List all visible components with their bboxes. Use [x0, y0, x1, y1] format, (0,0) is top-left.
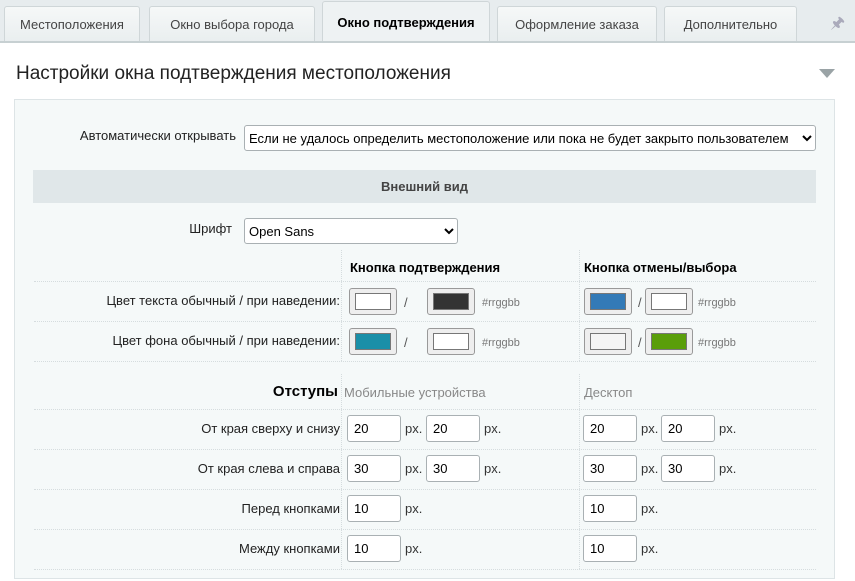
mobile-input-1[interactable] [347, 415, 401, 442]
slash: / [638, 335, 642, 350]
cancel-bg-color[interactable] [584, 328, 632, 355]
padding-row: Между кнопками px. px. [34, 530, 816, 570]
tab-checkout[interactable]: Оформление заказа [497, 6, 657, 42]
hex-hint: #rrggbb [698, 297, 736, 309]
unit: px. [641, 461, 659, 476]
tab-locations[interactable]: Местоположения [4, 6, 140, 42]
cancel-bg-hover-color[interactable] [645, 328, 693, 355]
unit: px. [641, 421, 659, 436]
hex-hint: #rrggbb [698, 337, 736, 349]
slash: / [638, 295, 642, 310]
panel-title: Настройки окна подтверждения местоположе… [16, 63, 451, 84]
unit: px. [719, 461, 737, 476]
desktop-input-1[interactable] [583, 415, 637, 442]
bg-color-label: Цвет фона обычный / при наведении: [112, 333, 341, 348]
unit: px. [641, 541, 659, 556]
color-columns-header: Кнопка подтверждения Кнопка отмены/выбор… [34, 250, 816, 282]
font-row: Шрифт Open Sans [34, 218, 816, 250]
pin-icon[interactable]: 🖈 [830, 15, 845, 32]
auto-open-select[interactable]: Если не удалось определить местоположени… [244, 125, 816, 151]
desktop-input-2[interactable] [661, 455, 715, 482]
desktop-input-1[interactable] [583, 455, 637, 482]
tab-city-selection[interactable]: Окно выбора города [149, 6, 315, 42]
unit: px. [405, 541, 423, 556]
confirm-text-hover-color[interactable] [427, 288, 475, 315]
settings-form: Автоматически открывать Если не удалось … [14, 99, 835, 579]
auto-open-label: Автоматически открывать [79, 128, 236, 143]
cancel-text-hover-color[interactable] [645, 288, 693, 315]
padding-header: Отступы Мобильные устройства Десктоп [34, 374, 816, 410]
col-confirm: Кнопка подтверждения [350, 260, 501, 275]
hex-hint: #rrggbb [482, 297, 520, 309]
unit: px. [719, 421, 737, 436]
padding-row-label: От края сверху и снизу [201, 421, 340, 436]
unit: px. [484, 421, 502, 436]
desktop-input-2[interactable] [661, 415, 715, 442]
slash: / [404, 335, 408, 350]
settings-panel: Настройки окна подтверждения местоположе… [0, 41, 855, 581]
mobile-input-1[interactable] [347, 455, 401, 482]
collapse-icon[interactable] [819, 69, 835, 78]
desktop-input-1[interactable] [583, 535, 637, 562]
col-cancel: Кнопка отмены/выбора [584, 260, 737, 275]
mobile-input-1[interactable] [347, 495, 401, 522]
desktop-label: Десктоп [584, 385, 633, 400]
confirm-bg-color[interactable] [349, 328, 397, 355]
padding-row-label: Перед кнопками [241, 501, 340, 516]
mobile-input-2[interactable] [426, 455, 480, 482]
tab-confirmation[interactable]: Окно подтверждения [322, 1, 490, 43]
auto-open-row: Автоматически открывать Если не удалось … [34, 124, 816, 154]
padding-row-label: От края слева и справа [197, 461, 340, 476]
unit: px. [405, 421, 423, 436]
mobile-input-1[interactable] [347, 535, 401, 562]
slash: / [404, 295, 408, 310]
font-label: Шрифт [189, 221, 232, 236]
unit: px. [405, 501, 423, 516]
padding-row: Перед кнопками px. px. [34, 490, 816, 530]
mobile-input-2[interactable] [426, 415, 480, 442]
text-color-label: Цвет текста обычный / при наведении: [106, 293, 340, 308]
tab-additional[interactable]: Дополнительно [664, 6, 797, 42]
font-select[interactable]: Open Sans [244, 218, 458, 244]
confirm-text-color[interactable] [349, 288, 397, 315]
padding-title: Отступы [272, 383, 338, 400]
unit: px. [641, 501, 659, 516]
bg-color-row: Цвет фона обычный / при наведении: / #rr… [34, 322, 816, 362]
unit: px. [405, 461, 423, 476]
padding-row: От края слева и справа px. px. px. px. [34, 450, 816, 490]
tab-bar: Местоположения Окно выбора города Окно п… [0, 0, 855, 43]
unit: px. [484, 461, 502, 476]
appearance-header: Внешний вид [33, 170, 816, 203]
text-color-row: Цвет текста обычный / при наведении: / #… [34, 282, 816, 322]
confirm-bg-hover-color[interactable] [427, 328, 475, 355]
padding-row: От края сверху и снизу px. px. px. px. [34, 410, 816, 450]
desktop-input-1[interactable] [583, 495, 637, 522]
mobile-label: Мобильные устройства [344, 385, 486, 400]
cancel-text-color[interactable] [584, 288, 632, 315]
padding-row-label: Между кнопками [239, 541, 340, 556]
hex-hint: #rrggbb [482, 337, 520, 349]
